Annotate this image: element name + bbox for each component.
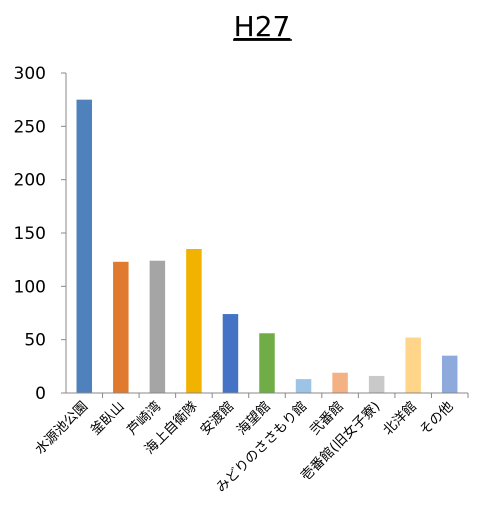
y-tick-label: 150 [14, 224, 46, 244]
y-tick-label: 250 [14, 117, 46, 137]
bar [405, 337, 421, 393]
bar [76, 99, 93, 394]
x-tick-label: 水源池公園 [32, 399, 91, 458]
bar [332, 372, 348, 393]
x-tick-label: 安渡館 [197, 399, 237, 439]
y-tick-label: 100 [14, 277, 46, 297]
y-tick-label: 50 [24, 331, 46, 351]
x-axis: 水源池公園釜臥山芦崎湾海上自衛隊安渡館海望館みどりのささもり館弐番館壱番館(旧女… [32, 392, 469, 496]
y-tick-label: 200 [14, 171, 46, 191]
y-axis: 0 50 100 150 200 250 300 [14, 64, 67, 404]
bar [259, 333, 275, 393]
bar [295, 379, 312, 393]
bars [76, 99, 458, 394]
bar [113, 261, 129, 393]
x-tick-label: その他 [417, 399, 457, 439]
bar [186, 249, 202, 393]
y-tick-label: 0 [35, 384, 46, 404]
bar [149, 260, 166, 393]
bar [222, 314, 239, 393]
chart-title: H27 [234, 10, 291, 43]
x-tick-label: 釜臥山 [88, 399, 128, 439]
bar [368, 375, 385, 393]
y-tick-label: 300 [14, 64, 46, 84]
x-tick-label: 北洋館 [380, 399, 420, 439]
bar [441, 355, 458, 393]
